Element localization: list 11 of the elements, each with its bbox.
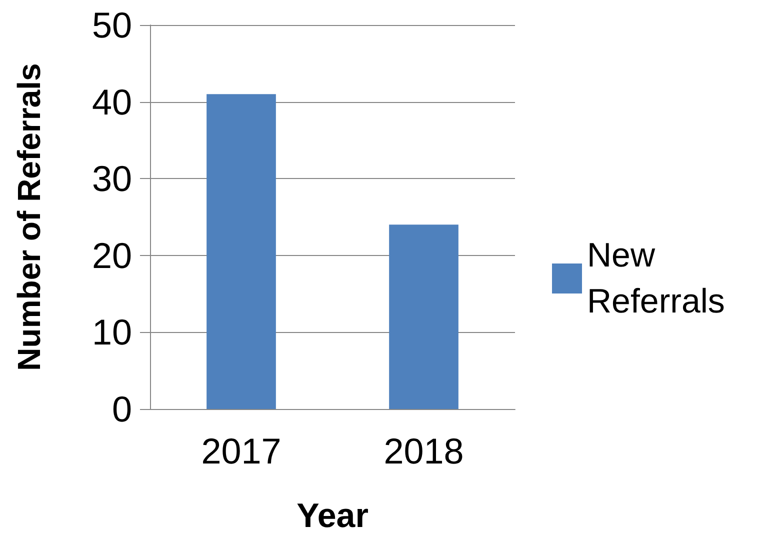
legend-label: New Referrals xyxy=(587,236,725,320)
x-axis-title: Year xyxy=(296,497,368,535)
x-tick-label: 2017 xyxy=(201,430,282,472)
y-tick-label: 30 xyxy=(92,158,132,200)
y-tick-label: 50 xyxy=(92,4,132,46)
y-tick-label: 10 xyxy=(92,312,132,353)
y-tick-label: 0 xyxy=(112,388,132,430)
x-tick-label: 2018 xyxy=(384,430,464,472)
y-tick-label: 40 xyxy=(92,81,132,122)
y-tick-label: 20 xyxy=(92,234,132,276)
y-axis-title: Number of Referrals xyxy=(11,63,47,371)
